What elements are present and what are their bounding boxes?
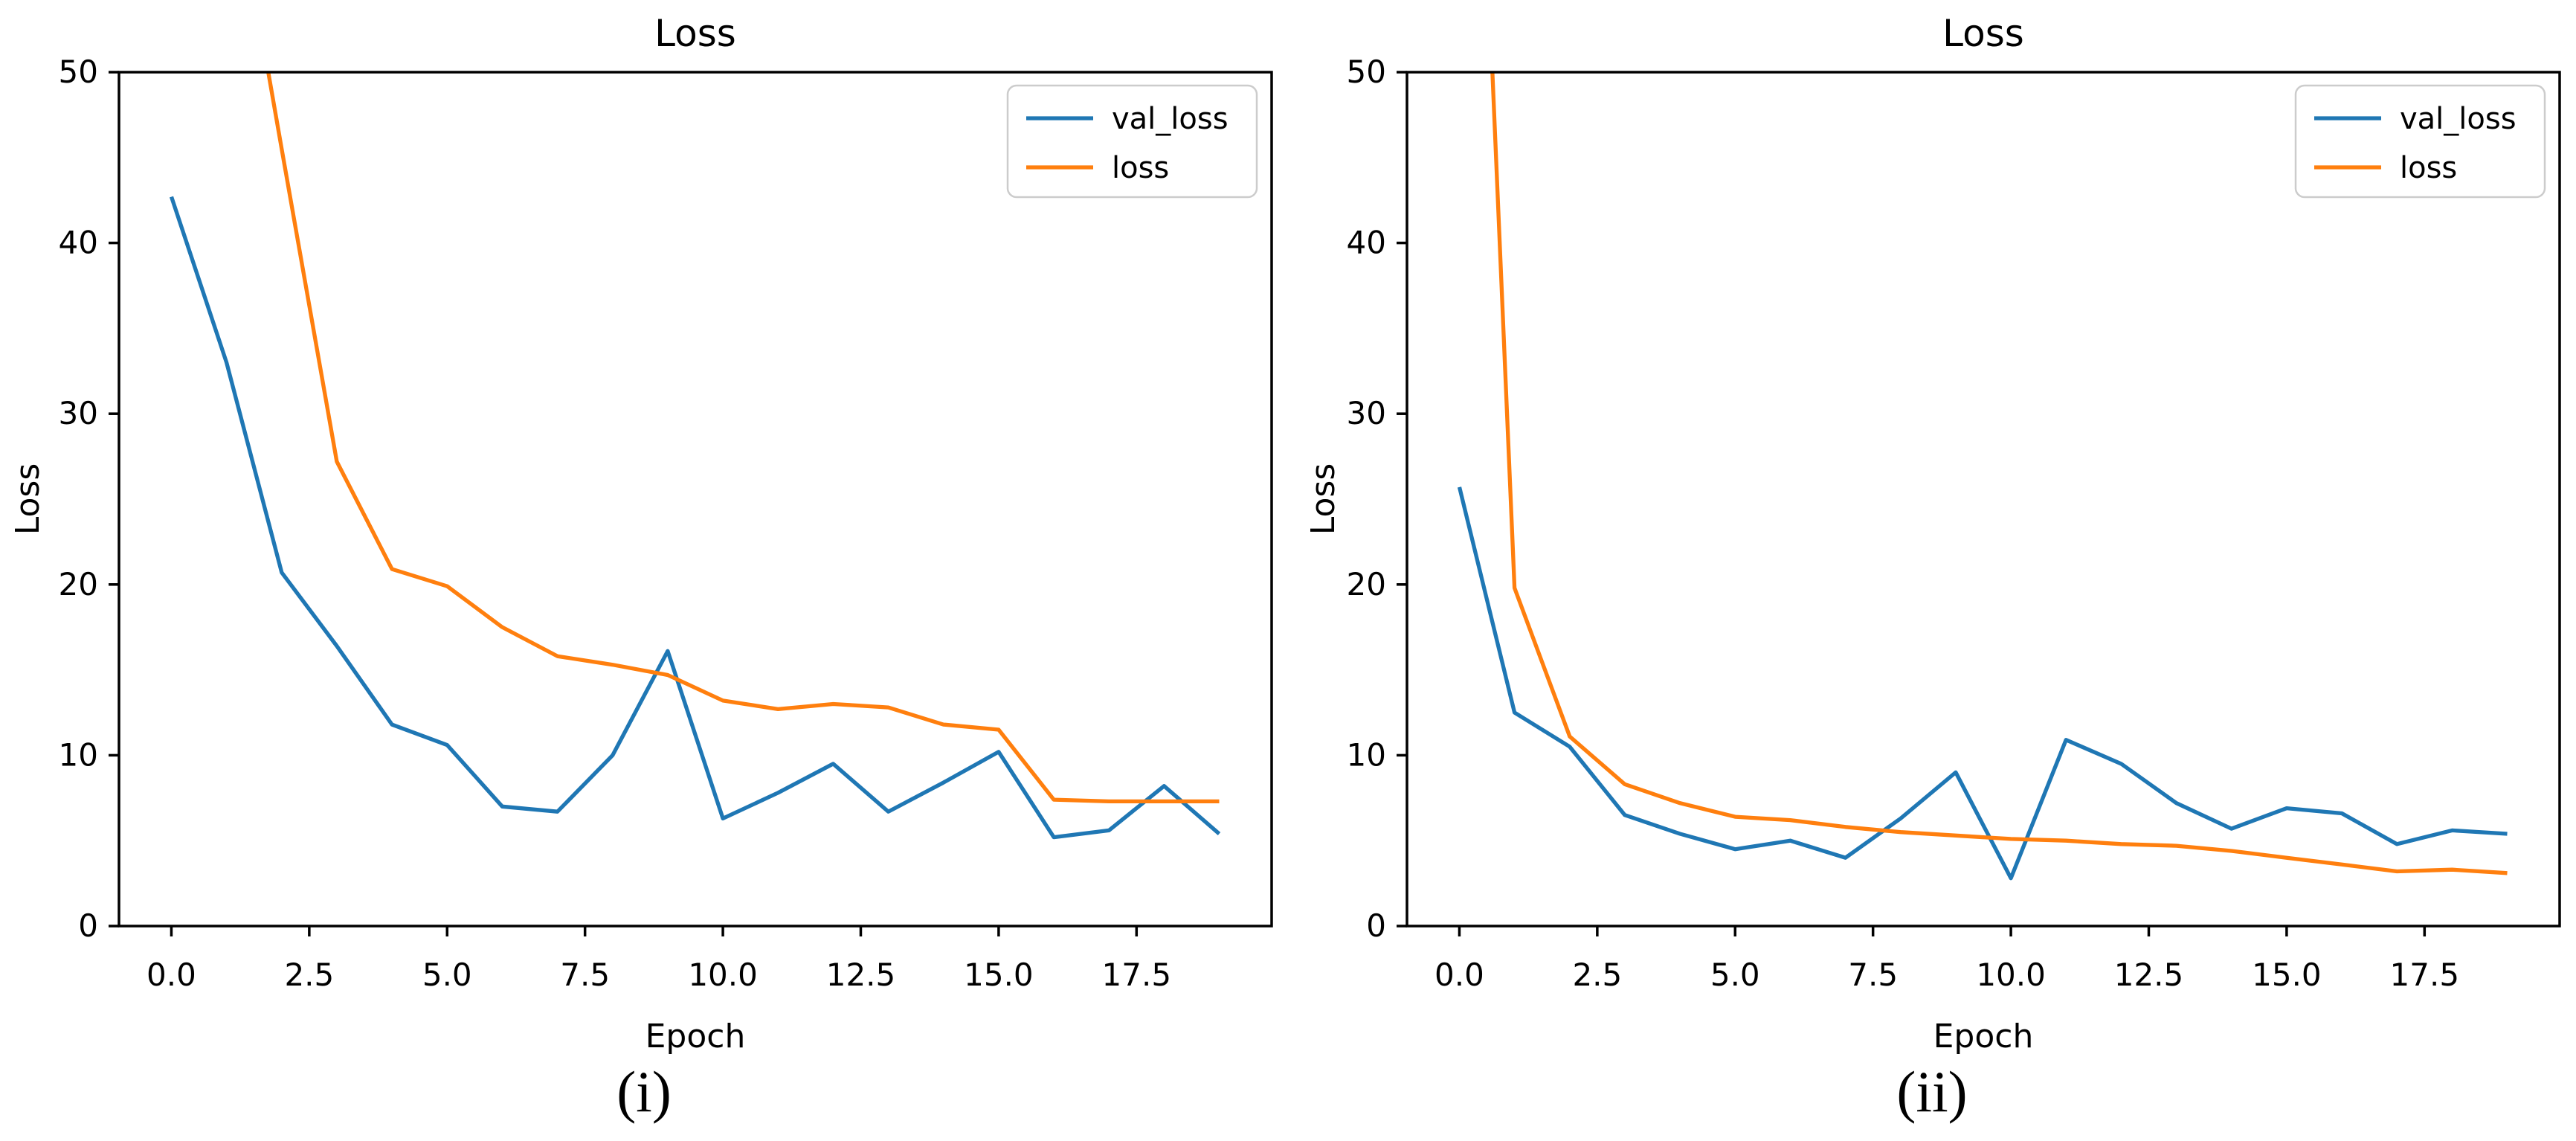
x-tick-label: 2.5 <box>1572 957 1622 993</box>
subfigure-caption: (i) <box>616 1059 672 1124</box>
y-tick-label: 50 <box>59 54 98 90</box>
line-chart-ii: 0.0 2.5 5.0 7.5 10.0 12.5 15.0 17.501020304050 … <box>1304 12 2561 1124</box>
series-line-loss <box>266 72 1220 804</box>
y-tick-label: 0 <box>1366 907 1386 944</box>
y-tick-label: 10 <box>1347 736 1386 773</box>
series-line-val_loss <box>1457 486 2508 881</box>
y-tick-label: 30 <box>59 395 98 431</box>
x-tick-label: 7.5 <box>1848 957 1898 993</box>
x-tick-label: 10.0 <box>688 957 758 993</box>
x-tick-label: 12.5 <box>2114 957 2184 993</box>
y-tick-label: 30 <box>1347 395 1386 431</box>
legend: val_loss loss <box>1006 84 1258 199</box>
x-tick-label: 0.0 <box>1434 957 1484 993</box>
x-tick-label: 7.5 <box>560 957 610 993</box>
series-lines <box>1457 72 2508 881</box>
x-tick-label: 10.0 <box>1976 957 2046 993</box>
chart-panel-ii: 0.0 2.5 5.0 7.5 10.0 12.5 15.0 17.5 0 10 20 30 40 50 … <box>1288 0 2576 1141</box>
plot-spines <box>1405 71 2561 928</box>
y-tick-label: 40 <box>1347 225 1386 261</box>
y-axis-label: Loss <box>1304 463 1342 536</box>
x-tick-label: 15.0 <box>964 957 1034 993</box>
x-tick-label: 2.5 <box>284 957 334 993</box>
x-tick-label: 5.0 <box>422 957 472 993</box>
x-tick-label: 5.0 <box>1710 957 1760 993</box>
series-line-loss <box>1490 72 2508 875</box>
x-tick-label: 15.0 <box>2252 957 2322 993</box>
x-tick-label: 12.5 <box>826 957 896 993</box>
series-line-val_loss <box>169 196 1221 840</box>
axis-ticks: 0.0 2.5 5.0 7.5 10.0 12.5 15.0 17.5 0 10 20 30 40 50 <box>1347 54 2460 993</box>
legend-label-val-loss: val_loss <box>2400 102 2517 136</box>
x-tick-label: 17.5 <box>1102 957 1172 993</box>
axis-ticks: 0.0 2.5 5.0 7.5 10.0 12.5 15.0 17.5 0 10 20 30 40 50 <box>59 54 1172 993</box>
x-tick-label: 0.0 <box>146 957 196 993</box>
y-tick-label: 20 <box>1347 566 1386 602</box>
y-tick-label: 0 <box>78 907 98 944</box>
y-tick-label: 40 <box>59 225 98 261</box>
y-tick-label: 20 <box>59 566 98 602</box>
series-lines <box>169 72 1221 840</box>
chart-title: Loss <box>654 12 736 55</box>
legend: val_loss loss <box>2294 84 2546 199</box>
legend-label-loss: loss <box>1112 151 1169 185</box>
line-chart-i: 0.0 2.5 5.0 7.5 10.0 12.5 15.0 17.501020304050 … <box>9 12 1273 1124</box>
legend-label-val-loss: val_loss <box>1112 102 1229 136</box>
chart-title: Loss <box>1942 12 2024 55</box>
chart-panel-i: 0.0 2.5 5.0 7.5 10.0 12.5 15.0 17.5 0 10 20 30 40 50 … <box>9 12 1273 1124</box>
x-tick-label: 17.5 <box>2390 957 2460 993</box>
plot-spines <box>117 71 1273 928</box>
subfigure-caption: (ii) <box>1896 1059 1967 1124</box>
x-axis-label: Epoch <box>645 1018 746 1055</box>
legend-label-loss: loss <box>2400 151 2457 185</box>
x-axis-label: Epoch <box>1933 1018 2034 1055</box>
y-axis-label: Loss <box>9 463 47 536</box>
y-tick-label: 50 <box>1347 54 1386 90</box>
y-tick-label: 10 <box>59 736 98 773</box>
